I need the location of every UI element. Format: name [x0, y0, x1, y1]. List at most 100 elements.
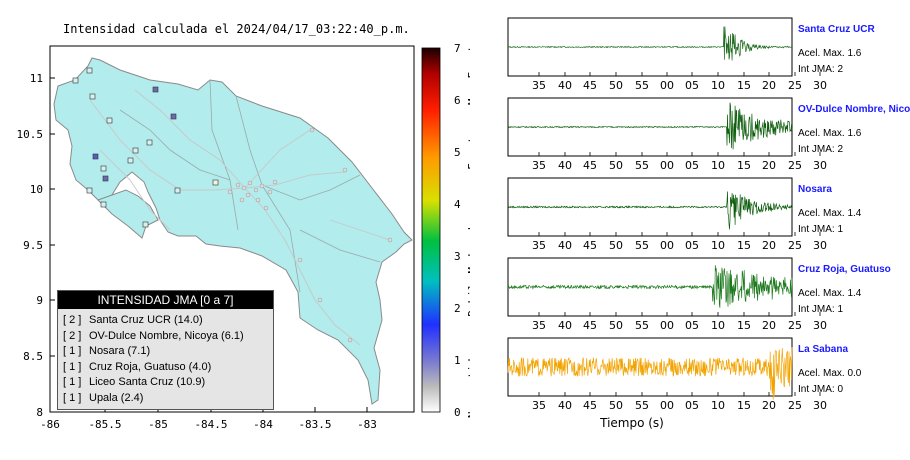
colorbar-tick: 3 [454, 250, 461, 263]
waveform-trace [507, 191, 793, 230]
colorbar-category: Moderado [466, 221, 470, 274]
waveform-trace [507, 347, 793, 400]
trace-tick-label: 20 [762, 319, 776, 332]
jma-intensity: Int JMA: 0 [798, 384, 844, 395]
legend-station: Upala (2.4) [89, 391, 144, 404]
legend-level: [ 2 ] [63, 314, 82, 326]
trace-tick-label: 50 [609, 159, 623, 172]
map-xtick-label: -86 [40, 418, 60, 431]
trace-tick-label: 30 [813, 79, 827, 92]
jma-intensity: Int JMA: 2 [798, 144, 844, 155]
colorbar-tick: 6 [454, 94, 461, 107]
map-xtick-label: -85 [148, 418, 168, 431]
jma-intensity: Int JMA: 1 [798, 224, 844, 235]
trace-tick-label: 15 [737, 399, 751, 412]
trace-tick-label: 25 [788, 159, 802, 172]
trace-tick-label: 05 [685, 79, 699, 92]
trace-tick-label: 15 [737, 239, 751, 252]
trace-tick-label: 20 [762, 399, 776, 412]
colorbar-tick: 0 [454, 406, 461, 419]
station-name: Cruz Roja, Guatuso [798, 264, 891, 275]
map-xtick-label: -84 [253, 418, 273, 431]
legend-level: [ 1 ] [63, 391, 82, 404]
legend-station: OV-Dulce Nombre, Nicoya (6.1) [89, 329, 244, 342]
waveform-trace [507, 26, 793, 61]
trace-tick-label: 40 [558, 239, 572, 252]
trace-tick-label: 55 [635, 79, 649, 92]
colorbar-category: No sentido [466, 352, 470, 418]
trace-tick-label: 55 [635, 319, 649, 332]
trace-tick-label: 40 [558, 159, 572, 172]
trace-panel: 35 40 45 50 55 00 05 10 15 20 25 30 [507, 177, 827, 252]
map-axes: -86 -85.5 -85 -84.5 -84 -83.5 -83 11 10.5 10 9.5 9 8… [17, 72, 377, 431]
colorbar-scale [421, 47, 441, 413]
trace-tick-label: 50 [609, 399, 623, 412]
station-name: Santa Cruz UCR [798, 24, 875, 35]
trace-tick-label: 00 [660, 239, 674, 252]
trace-tick-label: 00 [660, 79, 674, 92]
map-xtick-label: -85.5 [88, 418, 121, 431]
legend-level: [ 1 ] [63, 360, 82, 373]
colorbar-tick: 7 [454, 42, 461, 55]
trace-tick-label: 25 [788, 399, 802, 412]
trace-tick-label: 30 [813, 399, 827, 412]
trace-tick-label: 30 [813, 319, 827, 332]
trace-tick-label: 20 [762, 239, 776, 252]
trace-tick-label: 05 [685, 319, 699, 332]
legend-level: [ 1 ] [63, 376, 82, 388]
trace-xlabel: Tiempo (s) [599, 416, 664, 430]
max-acceleration: Acel. Max. 1.6 [798, 48, 862, 59]
trace-tick-label: 50 [609, 239, 623, 252]
colorbar-tick: 4 [454, 198, 461, 211]
legend-header: INTENSIDAD JMA [0 a 7] [58, 291, 273, 309]
jma-intensity: Int JMA: 1 [798, 304, 844, 315]
trace-tick-label: 40 [558, 319, 572, 332]
colorbar-tick: 5 [454, 146, 461, 159]
trace-tick-label: 20 [762, 79, 776, 92]
trace-tick-label: 05 [685, 399, 699, 412]
map-ytick-label: 10 [30, 183, 43, 196]
trace-tick-label: 35 [532, 399, 546, 412]
station-name: Nosara [798, 184, 832, 195]
trace-panel: 35 40 45 50 55 00 05 10 15 20 25 30 [507, 257, 827, 332]
trace-tick-label: 45 [583, 319, 597, 332]
waveform-panels: 35 40 45 50 55 00 05 10 15 20 25 30 35 40 45 50 55 00 05 10… [507, 17, 827, 430]
legend-station: Cruz Roja, Guatuso (4.0) [89, 360, 212, 373]
trace-tick-label: 35 [532, 79, 546, 92]
legend-row: [ 1 ] Nosara (7.1) [58, 344, 273, 360]
map-ytick-label: 8 [36, 406, 43, 419]
trace-tick-label: 45 [583, 399, 597, 412]
trace-tick-label: 15 [737, 79, 751, 92]
legend-row: [ 2 ] OV-Dulce Nombre, Nicoya (6.1) [58, 329, 273, 345]
map-xtick-label: -83.5 [298, 418, 331, 431]
legend-row: [ 1 ] Liceo Santa Cruz (10.9) [58, 375, 273, 391]
colorbar-tick: 1 [454, 354, 461, 367]
map-title: Intensidad calculada el 2024/04/17_03:22… [63, 22, 410, 36]
jma-intensity: Int JMA: 2 [798, 64, 844, 75]
trace-tick-label: 35 [532, 239, 546, 252]
trace-tick-label: 15 [737, 159, 751, 172]
trace-tick-label: 45 [583, 79, 597, 92]
trace-tick-label: 55 [635, 239, 649, 252]
map-ytick-label: 8.5 [23, 350, 43, 363]
trace-tick-label: 00 [660, 319, 674, 332]
trace-tick-label: 25 [788, 239, 802, 252]
max-acceleration: Acel. Max. 1.6 [798, 128, 862, 139]
trace-tick-label: 35 [532, 319, 546, 332]
legend-row: [ 2 ] Santa Cruz UCR (14.0) [58, 313, 273, 329]
intensity-legend: INTENSIDAD JMA [0 a 7] [ 2 ] Santa Cruz U… [57, 290, 274, 410]
colorbar-category: Fuerte [466, 130, 470, 170]
trace-tick-label: 20 [762, 159, 776, 172]
legend-level: [ 2 ] [63, 329, 82, 342]
trace-tick-label: 10 [711, 159, 725, 172]
trace-tick-label: 00 [660, 159, 674, 172]
map-ytick-label: 10.5 [17, 128, 44, 141]
trace-tick-label: 25 [788, 319, 802, 332]
map-xtick-label: -84.5 [194, 418, 227, 431]
trace-panel: 35 40 45 50 55 00 05 10 15 20 25 30 [507, 337, 827, 412]
trace-tick-label: 05 [685, 239, 699, 252]
trace-tick-label: 30 [813, 239, 827, 252]
trace-tick-label: 25 [788, 79, 802, 92]
trace-tick-label: 40 [558, 399, 572, 412]
trace-tick-label: 05 [685, 159, 699, 172]
